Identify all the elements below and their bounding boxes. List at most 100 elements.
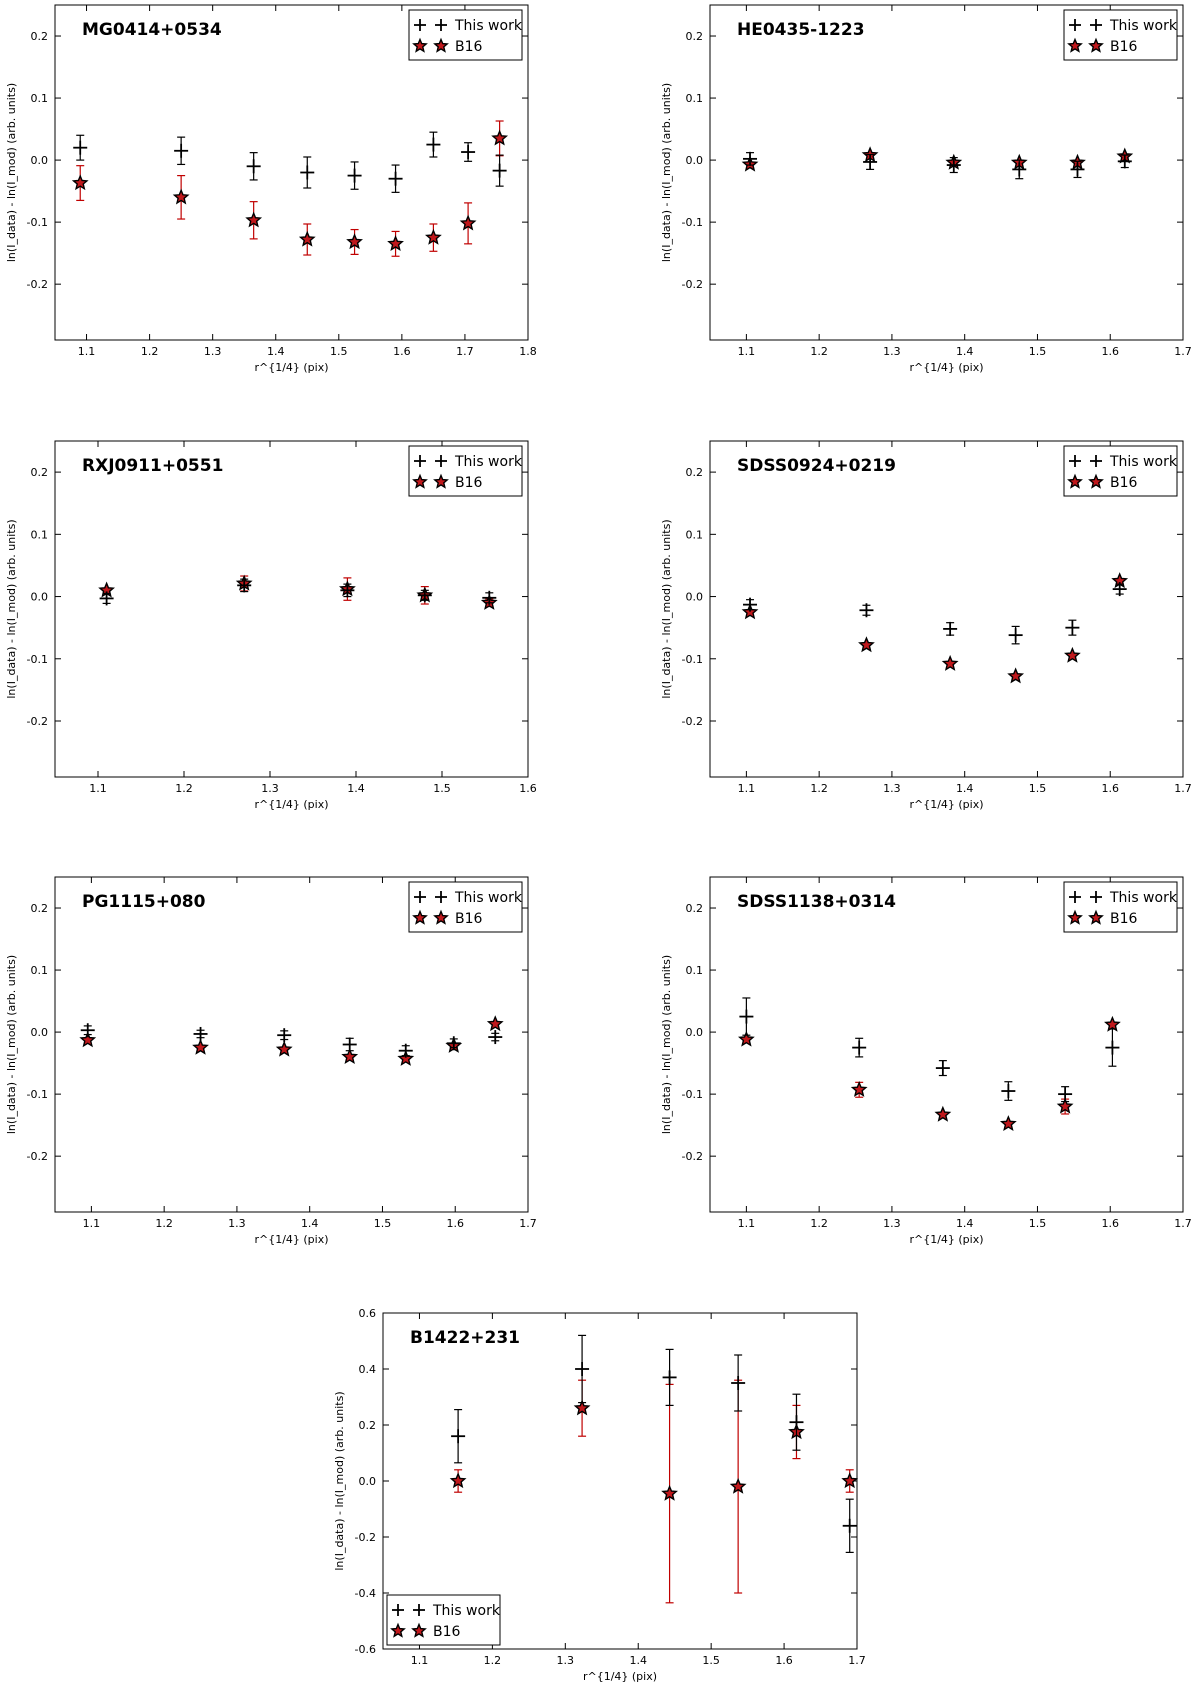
- y-axis-label: ln(I_data) - ln(I_mod) (arb. units): [660, 519, 673, 698]
- legend-star-icon: [412, 909, 428, 925]
- data-point-cross: [1012, 162, 1027, 177]
- y-tick-label: 0.0: [31, 154, 49, 167]
- x-tick-label: 1.4: [956, 1217, 974, 1230]
- data-point-cross: [1001, 1084, 1016, 1099]
- data-point-star: [941, 654, 959, 671]
- x-tick-label: 1.2: [484, 1654, 502, 1667]
- chart-panel-5: 1.1 1.2 1.3 1.4 1.5 1.6 1.7 -0.2 -0.1 0.0 0.1 0.2 r^…: [5, 876, 537, 1246]
- x-tick-label: 1.2: [810, 1217, 828, 1230]
- y-tick-label: -0.1: [682, 216, 703, 229]
- data-point-star: [661, 1484, 678, 1501]
- legend-star-icon: [1067, 909, 1083, 925]
- data-point-cross: [943, 621, 958, 636]
- data-point-star: [275, 1040, 293, 1057]
- y-axis-label: ln(I_data) - ln(I_mod) (arb. units): [333, 1391, 346, 1570]
- x-tick-label: 1.4: [629, 1654, 647, 1667]
- legend-cross-icon: [435, 19, 447, 31]
- x-tick-label: 1.1: [738, 1217, 756, 1230]
- data-point-cross: [935, 1061, 950, 1076]
- y-tick-label: -0.1: [27, 653, 48, 666]
- legend-star-icon: [433, 37, 449, 53]
- x-tick-label: 1.4: [347, 782, 365, 795]
- legend-star-icon: [390, 1622, 406, 1638]
- data-point-cross: [739, 1009, 754, 1024]
- data-point-cross: [482, 590, 497, 605]
- legend-star-icon: [412, 37, 428, 53]
- chart-panel-4: 1.1 1.2 1.3 1.4 1.5 1.6 1.7 -0.2 -0.1 0.0 0.1 0.2 r^…: [660, 440, 1192, 811]
- y-tick-label: -0.2: [27, 1150, 48, 1163]
- data-point-cross: [193, 1026, 208, 1041]
- series-b16: [98, 574, 498, 610]
- x-tick-label: 1.5: [330, 345, 348, 358]
- legend-star-icon: [1088, 909, 1104, 925]
- data-point-cross: [174, 143, 189, 158]
- y-tick-label: -0.2: [682, 278, 703, 291]
- y-tick-label: 0.0: [31, 591, 49, 604]
- data-point-cross: [342, 1037, 357, 1052]
- data-point-cross: [1117, 154, 1132, 169]
- y-tick-label: 0.2: [31, 902, 49, 915]
- data-point-star: [858, 636, 875, 653]
- x-axis-label: r^{1/4} (pix): [254, 361, 328, 374]
- legend-label-b16: B16: [1110, 475, 1138, 491]
- data-point-star: [1056, 1097, 1074, 1114]
- data-point-cross: [340, 583, 355, 598]
- x-tick-label: 1.4: [956, 345, 974, 358]
- legend-star-icon: [411, 1622, 427, 1638]
- data-point-star: [459, 214, 477, 231]
- legend-label-this-work: This work: [1109, 18, 1178, 34]
- data-point-cross: [73, 140, 88, 155]
- panel-title: RXJ0911+0551: [82, 456, 223, 476]
- x-tick-label: 1.7: [456, 345, 474, 358]
- x-tick-label: 1.7: [1174, 345, 1192, 358]
- series-this-work: [743, 151, 1132, 180]
- x-tick-label: 1.4: [956, 782, 974, 795]
- x-tick-label: 1.4: [301, 1217, 319, 1230]
- x-tick-label: 1.3: [883, 1217, 901, 1230]
- data-point-cross: [99, 591, 114, 606]
- data-point-star: [729, 1477, 747, 1494]
- data-point-cross: [446, 1036, 461, 1051]
- chart-panel-7: 1.1 1.2 1.3 1.4 1.5 1.6 1.7 -0.6 -0.4 -0.2 0.0 0.2 0…: [333, 1307, 866, 1683]
- chart-panel-6: 1.1 1.2 1.3 1.4 1.5 1.6 1.7 -0.2 -0.1 0.0 0.1 0.2 r^…: [660, 876, 1192, 1246]
- series-this-work: [80, 1023, 503, 1058]
- x-tick-label: 1.2: [810, 782, 828, 795]
- series-b16: [449, 1379, 859, 1604]
- y-tick-label: 0.0: [31, 1026, 49, 1039]
- x-tick-label: 1.1: [83, 1217, 101, 1230]
- legend: This work B16: [1063, 9, 1178, 61]
- data-point-star: [172, 188, 190, 205]
- data-point-cross: [1058, 1087, 1073, 1102]
- data-point-cross: [461, 145, 476, 160]
- data-point-star: [79, 1031, 97, 1048]
- x-tick-label: 1.6: [775, 1654, 793, 1667]
- data-point-cross: [80, 1023, 95, 1038]
- x-tick-label: 1.6: [446, 1217, 464, 1230]
- legend-frame: [408, 9, 523, 61]
- y-tick-label: 0.6: [359, 1307, 377, 1320]
- legend-star-icon: [433, 473, 449, 489]
- y-tick-label: 0.4: [359, 1363, 377, 1376]
- y-axis-label: ln(I_data) - ln(I_mod) (arb. units): [5, 519, 18, 698]
- legend-label-b16: B16: [433, 1624, 461, 1640]
- data-point-cross: [789, 1415, 804, 1430]
- x-tick-label: 1.6: [519, 782, 537, 795]
- panel-title: PG1115+080: [82, 892, 206, 912]
- y-tick-label: 0.0: [686, 154, 704, 167]
- data-point-star: [850, 1080, 868, 1097]
- legend-cross-icon: [1069, 19, 1081, 31]
- legend-star-icon: [412, 473, 428, 489]
- legend-cross-icon: [1090, 455, 1102, 467]
- data-point-cross: [417, 588, 432, 603]
- data-point-star: [841, 1472, 859, 1489]
- x-axis-label: r^{1/4} (pix): [254, 1233, 328, 1246]
- legend-cross-icon: [414, 19, 426, 31]
- legend-cross-icon: [414, 891, 426, 903]
- legend-label-this-work: This work: [1109, 454, 1178, 470]
- data-point-cross: [426, 137, 441, 152]
- data-point-cross: [1008, 628, 1023, 643]
- data-point-star: [449, 1472, 467, 1489]
- legend-cross-icon: [1069, 455, 1081, 467]
- x-tick-label: 1.8: [519, 345, 537, 358]
- chart-panel-2: 1.1 1.2 1.3 1.4 1.5 1.6 1.7 -0.2 -0.1 0.0 0.1 0.2 r^…: [660, 4, 1192, 374]
